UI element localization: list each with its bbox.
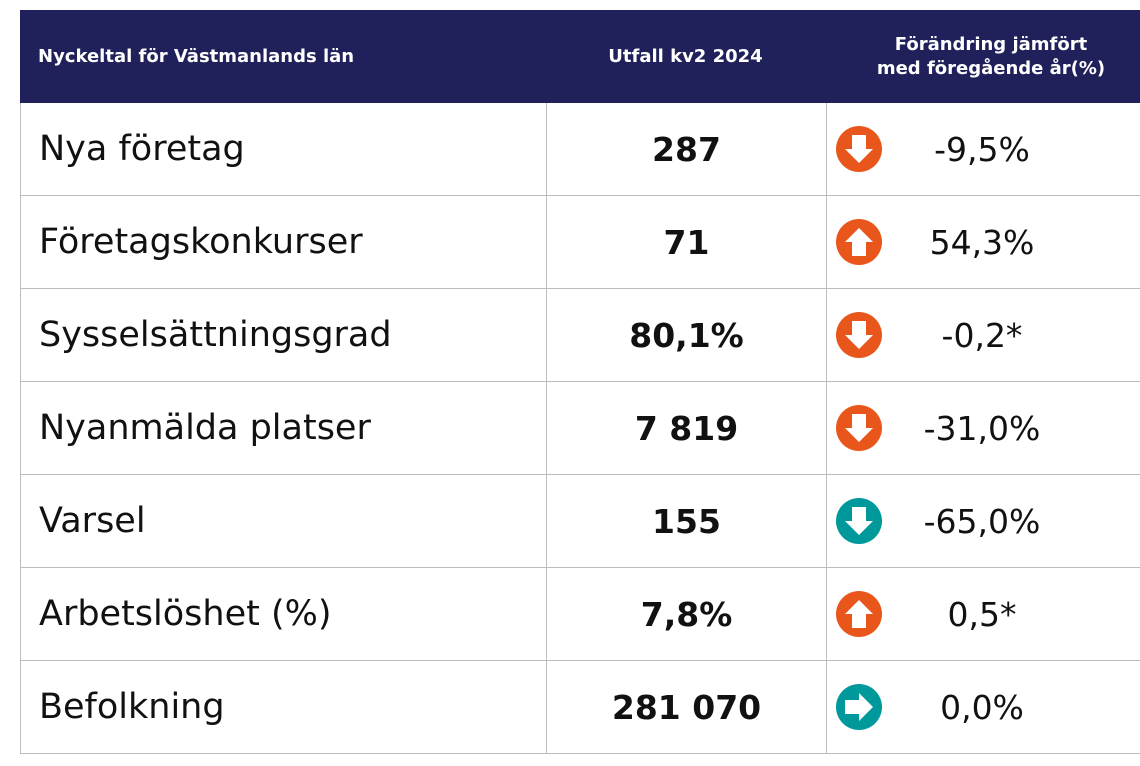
header-cell: Förändring jämfört med föregående år(%)	[826, 10, 1140, 103]
change-text: 54,3%	[929, 222, 1035, 262]
header-line: Förändring jämfört	[894, 33, 1088, 55]
cell-label: Arbetslöshet (%)	[39, 594, 332, 634]
cell-change: 0,5*	[827, 568, 1140, 660]
header-cell: Utfall kv2 2024	[608, 46, 763, 67]
change-text: -0,2*	[941, 315, 1023, 355]
cell-change: 54,3%	[827, 196, 1140, 288]
cell-value: 155	[546, 475, 827, 567]
cell-change: -31,0%	[827, 382, 1140, 474]
table-row: Företagskonkurser 71 54,3%	[20, 196, 1140, 289]
header-cell: Nyckeltal för Västmanlands län	[38, 46, 355, 67]
cell-label: Nya företag	[39, 129, 245, 169]
cell-change: -9,5%	[827, 103, 1140, 195]
table: Nyckeltal för Västmanlands län Utfall kv…	[20, 10, 1140, 754]
trend-icon	[836, 312, 882, 358]
table-row: Befolkning 281 070 0,0%	[20, 661, 1140, 754]
table-row: Nya företag 287 -9,5%	[20, 103, 1140, 196]
table-header: Nyckeltal för Västmanlands län Utfall kv…	[20, 10, 1140, 103]
cell-value: 71	[546, 196, 827, 288]
change-text: -31,0%	[923, 408, 1041, 448]
change-text: -65,0%	[923, 501, 1041, 541]
cell-label: Nyanmälda platser	[39, 408, 371, 448]
cell-label: Befolkning	[39, 687, 225, 727]
cell-value: 80,1%	[546, 289, 827, 381]
table-row: Nyanmälda platser 7 819 -31,0%	[20, 382, 1140, 475]
header-line: med föregående år(%)	[876, 57, 1106, 79]
cell-value: 7,8%	[546, 568, 827, 660]
cell-change: -65,0%	[827, 475, 1140, 567]
trend-icon	[836, 684, 882, 730]
trend-icon	[836, 591, 882, 637]
change-text: 0,5*	[947, 594, 1017, 634]
trend-icon	[836, 126, 882, 172]
cell-value: 281 070	[546, 661, 827, 753]
cell-label: Varsel	[39, 501, 146, 541]
table-row: Sysselsättningsgrad 80,1% -0,2*	[20, 289, 1140, 382]
cell-label: Företagskonkurser	[39, 222, 363, 262]
table-row: Varsel 155 -65,0%	[20, 475, 1140, 568]
trend-icon	[836, 405, 882, 451]
cell-value: 287	[546, 103, 827, 195]
trend-icon	[836, 219, 882, 265]
cell-label: Sysselsättningsgrad	[39, 315, 392, 355]
change-text: 0,0%	[940, 687, 1024, 727]
change-text: -9,5%	[934, 129, 1030, 169]
table-row: Arbetslöshet (%) 7,8% 0,5*	[20, 568, 1140, 661]
cell-change: 0,0%	[827, 661, 1140, 753]
trend-icon	[836, 498, 882, 544]
cell-change: -0,2*	[827, 289, 1140, 381]
cell-value: 7 819	[546, 382, 827, 474]
